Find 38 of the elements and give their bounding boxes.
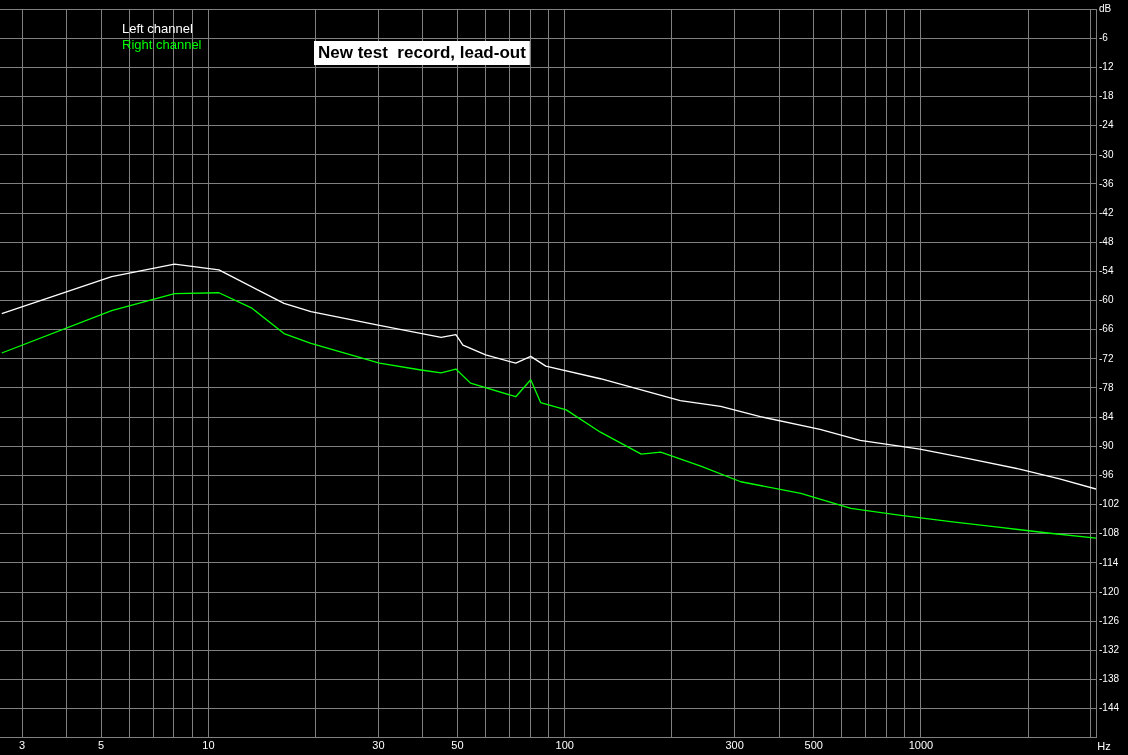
y-tick-label: -72 [1099,352,1114,364]
y-tick-label: -96 [1099,469,1114,481]
x-tick-label: 300 [725,739,744,752]
y-tick-label: -138 [1099,673,1120,685]
y-tick-label: -42 [1099,206,1114,218]
y-tick-label: -66 [1099,323,1114,335]
y-tick-label: -18 [1099,90,1114,102]
y-tick-label: -36 [1099,177,1114,189]
y-tick-label: -60 [1099,294,1114,306]
y-tick-label: -12 [1099,61,1114,73]
y-tick-label: -132 [1099,644,1120,656]
x-tick-label: 5 [98,739,105,752]
y-tick-label: -90 [1099,440,1114,452]
y-tick-label: -84 [1099,410,1114,422]
text: New test record, lead-out [318,43,527,63]
x-tick-label: 1000 [908,739,934,752]
x-axis-title: Hz [1097,740,1111,753]
y-tick-label: -126 [1099,614,1120,626]
x-tick-label: 30 [372,739,385,752]
y-tick-label: dB [1099,2,1112,14]
x-tick-label: 500 [804,739,823,752]
y-tick-label: -6 [1099,31,1109,43]
y-tick-label: -120 [1099,585,1120,597]
y-tick-label: -108 [1099,527,1120,539]
y-tick-label: -102 [1099,498,1120,510]
y-tick-label: -54 [1099,265,1114,277]
x-tick-label: 50 [451,739,464,752]
x-tick-label: 100 [555,739,574,752]
y-tick-label: -24 [1099,119,1114,131]
y-tick-label: -48 [1099,235,1114,247]
y-tick-label: -30 [1099,148,1114,160]
x-tick-label: 10 [202,739,215,752]
text: Left channel [122,21,193,37]
y-tick-label: -114 [1099,556,1119,568]
text: Right channel [122,37,202,53]
x-tick-label: 3 [19,739,26,752]
y-tick-label: -144 [1099,702,1120,714]
y-tick-label: -78 [1099,381,1114,393]
